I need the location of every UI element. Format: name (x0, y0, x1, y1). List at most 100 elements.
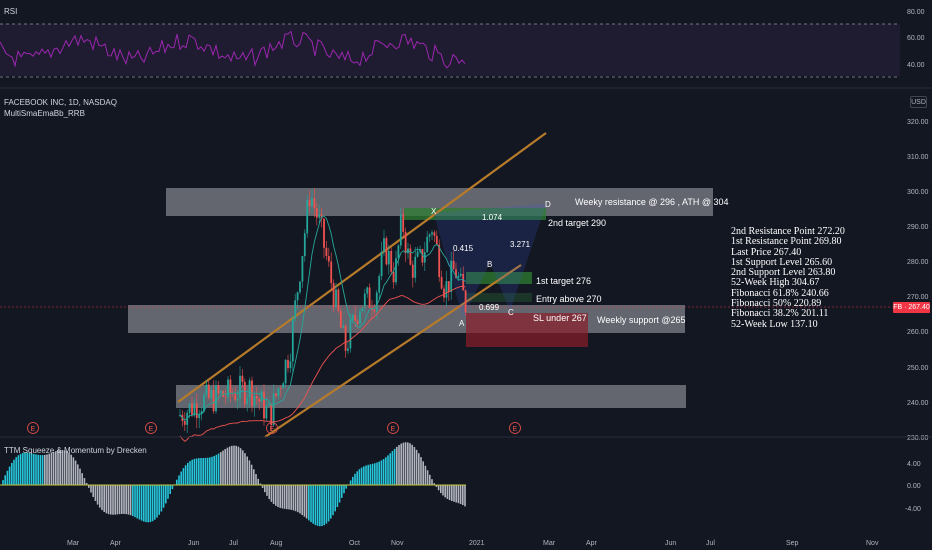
time-tick: Nov (866, 540, 879, 547)
momentum-bar (160, 485, 163, 512)
momentum-bar (420, 457, 422, 485)
momentum-bar (48, 453, 50, 485)
indicator-label[interactable]: MultiSmaEmaBb_RRB (4, 109, 85, 118)
momentum-bar (389, 453, 391, 485)
ratio-xb-label: 0.415 (453, 244, 474, 253)
point-c-label: C (508, 308, 514, 317)
momentum-bar (369, 464, 372, 485)
symbol-title[interactable]: FACEBOOK INC, 1D, NASDAQ (4, 98, 117, 107)
currency-button[interactable]: USD (910, 96, 927, 108)
candle-body (438, 244, 441, 278)
note-line: 52-Week High 304.67 (731, 277, 820, 289)
momentum-bar (330, 485, 332, 519)
momentum-bar (171, 485, 174, 490)
momentum-tick: 4.00 (907, 461, 921, 468)
momentum-bar (26, 452, 28, 485)
momentum-bar (286, 485, 288, 510)
earnings-marker (509, 422, 521, 434)
momentum-bar (275, 485, 277, 506)
candle-body (359, 311, 361, 324)
candle-body (215, 385, 217, 412)
time-tick: Jul (229, 540, 238, 547)
candle-body (282, 383, 285, 389)
momentum-bar (37, 454, 39, 485)
momentum-bar (55, 451, 57, 485)
candle-body (207, 384, 210, 398)
earnings-marker-label: E (513, 426, 518, 433)
target-zone-1 (466, 272, 532, 284)
momentum-bar (253, 469, 255, 485)
candle-body (227, 379, 229, 398)
momentum-bar (374, 463, 376, 485)
momentum-bar (314, 485, 317, 526)
note-line: Fibonacci 61.8% 240.66 (731, 287, 829, 299)
momentum-bar (446, 485, 449, 499)
momentum-bar (435, 485, 438, 487)
momentum-bar (90, 485, 92, 493)
rsi-tick: 40.00 (907, 62, 925, 69)
candle-body (325, 247, 328, 257)
momentum-bar (72, 457, 75, 485)
momentum-bar (411, 444, 413, 485)
candle-body (260, 391, 263, 402)
stop-loss-zone (466, 313, 588, 347)
momentum-bar (107, 485, 110, 515)
momentum-bar (418, 453, 420, 485)
candle-body (296, 292, 299, 301)
momentum-bar (358, 469, 361, 485)
candle-body (426, 236, 429, 253)
momentum-bar (270, 485, 273, 502)
candle-body (443, 288, 445, 298)
point-a-label: A (459, 319, 465, 328)
rsi-label: RSI (4, 7, 18, 16)
candle-body (327, 256, 330, 262)
earnings-markers[interactable]: E E E E E (27, 422, 521, 434)
momentum-bar (147, 485, 149, 523)
momentum-bar (264, 485, 266, 493)
candle-body (457, 275, 460, 278)
candle-body (308, 199, 311, 207)
momentum-bar (57, 450, 59, 485)
levels-notes: 2nd Resistance Point 272.20 1st Resistan… (731, 226, 911, 330)
momentum-bar (312, 485, 314, 524)
first-target-label: 1st target 276 (536, 276, 591, 286)
candle-body (313, 198, 316, 208)
momentum-bar (184, 465, 187, 485)
momentum-bar (288, 485, 290, 510)
momentum-bar (15, 457, 17, 485)
momentum-bar (316, 485, 319, 526)
price-pane: Weeky resistance @ 296 , ATH @ 304 2nd t… (0, 119, 929, 442)
momentum-bar (195, 458, 198, 485)
candle-body (217, 385, 220, 394)
momentum-bar (83, 478, 86, 485)
momentum-bar (68, 452, 70, 485)
momentum-bar (193, 458, 196, 485)
momentum-bar (239, 448, 242, 485)
momentum-bar (35, 454, 37, 485)
momentum-bar (30, 453, 33, 485)
momentum-bar (110, 485, 112, 515)
momentum-bar (180, 471, 182, 485)
momentum-bar (437, 485, 440, 491)
momentum-label[interactable]: TTM Squeeze & Momentum by Drecken (4, 446, 147, 455)
momentum-bar (332, 485, 334, 516)
price-tick: 260.00 (907, 329, 929, 336)
momentum-bar (257, 478, 259, 485)
momentum-bar (158, 485, 160, 515)
momentum-bar (462, 485, 464, 506)
candle-body (279, 388, 282, 389)
point-d-label: D (545, 200, 551, 209)
candle-body (397, 245, 400, 259)
candle-body (335, 289, 337, 308)
ratio-ac-label: 0.699 (479, 303, 500, 312)
price-tick: 230.00 (907, 435, 929, 442)
note-line: 2nd Resistance Point 272.20 (731, 226, 845, 237)
candle-body (361, 307, 364, 312)
momentum-bar (123, 485, 125, 514)
candle-body (385, 238, 388, 265)
candle-body (402, 214, 405, 232)
time-tick: 2021 (469, 540, 485, 547)
price-tick: 240.00 (907, 400, 929, 407)
momentum-bar (63, 450, 66, 485)
